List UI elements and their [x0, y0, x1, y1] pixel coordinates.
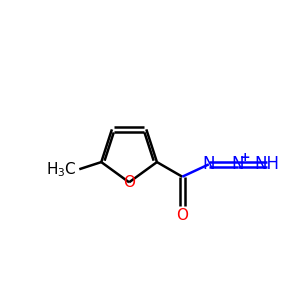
Text: NH: NH [255, 155, 280, 173]
Text: H$_3$C: H$_3$C [46, 160, 77, 178]
Text: O: O [176, 208, 188, 223]
Text: O: O [123, 175, 135, 190]
Text: N: N [202, 155, 215, 173]
Text: +: + [240, 151, 250, 164]
Text: N: N [232, 155, 244, 173]
